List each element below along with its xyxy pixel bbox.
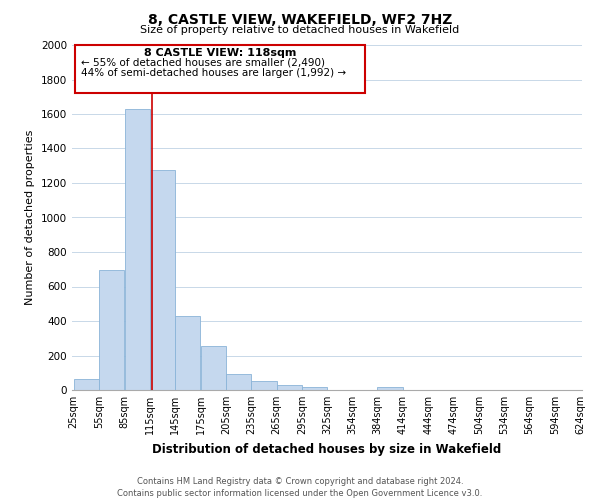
Bar [125,109,149,390]
FancyBboxPatch shape [74,45,365,94]
Y-axis label: Number of detached properties: Number of detached properties [25,130,35,305]
Bar [150,170,175,390]
Bar [277,385,302,390]
Bar [200,346,226,390]
Bar [74,379,99,390]
Bar [377,388,403,390]
Text: ← 55% of detached houses are smaller (2,490): ← 55% of detached houses are smaller (2,… [82,58,325,68]
Text: Size of property relative to detached houses in Wakefield: Size of property relative to detached ho… [140,25,460,35]
Bar [99,270,124,390]
X-axis label: Distribution of detached houses by size in Wakefield: Distribution of detached houses by size … [152,442,502,456]
Bar [302,386,327,390]
Bar [175,316,200,390]
Text: 8 CASTLE VIEW: 118sqm: 8 CASTLE VIEW: 118sqm [144,48,296,58]
Text: 8, CASTLE VIEW, WAKEFIELD, WF2 7HZ: 8, CASTLE VIEW, WAKEFIELD, WF2 7HZ [148,12,452,26]
Text: Contains HM Land Registry data © Crown copyright and database right 2024.
Contai: Contains HM Land Registry data © Crown c… [118,476,482,498]
Text: 44% of semi-detached houses are larger (1,992) →: 44% of semi-detached houses are larger (… [82,68,346,78]
Bar [251,380,277,390]
Bar [226,374,251,390]
